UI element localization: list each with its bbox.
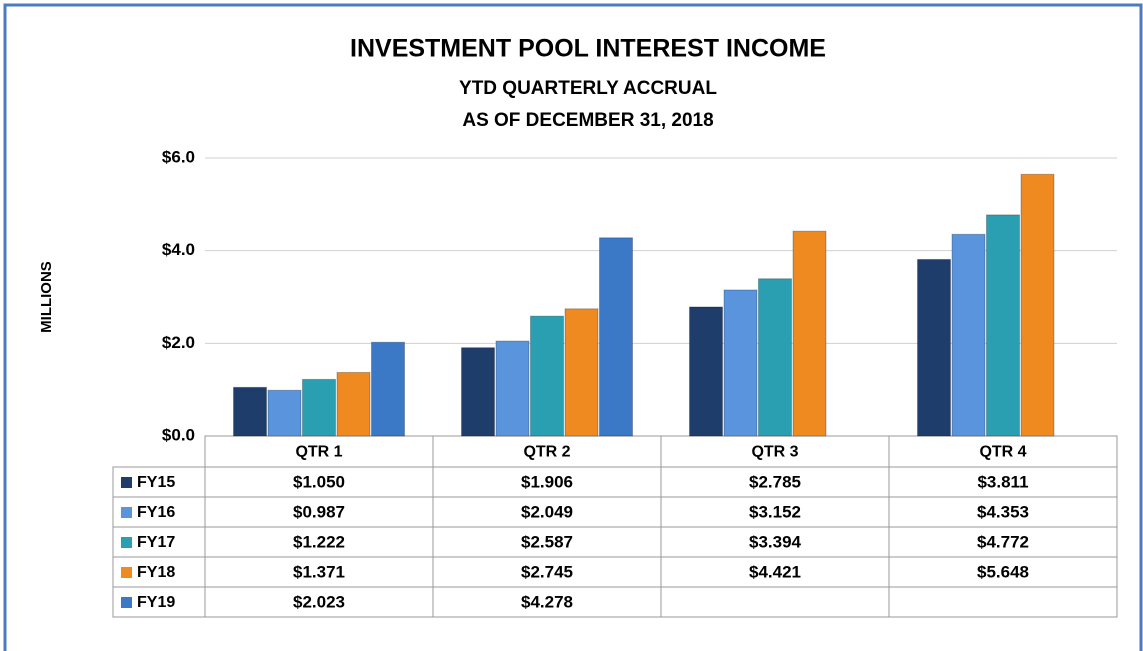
y-axis-label: MILLIONS (38, 261, 55, 333)
bar (723, 289, 758, 437)
bar (951, 233, 986, 437)
table-value: $1.371 (293, 562, 345, 581)
bar (758, 278, 792, 437)
bar (530, 315, 564, 437)
x-tick-label: QTR 2 (523, 444, 570, 461)
legend-label: FY15 (137, 474, 175, 491)
table-value: $1.222 (293, 532, 345, 551)
table-value: $1.906 (521, 472, 573, 491)
legend-label: FY16 (137, 504, 175, 521)
bar (986, 214, 1020, 437)
y-tick-label: $6.0 (162, 147, 195, 166)
bar (1020, 173, 1055, 437)
bar (233, 386, 267, 437)
table-value: $3.152 (749, 502, 801, 521)
table-value: $3.811 (977, 472, 1028, 491)
table-value: $2.023 (293, 592, 345, 611)
bar (302, 378, 336, 437)
bar (371, 341, 405, 437)
x-tick-label: QTR 1 (295, 444, 342, 461)
legend-swatch (121, 597, 132, 608)
legend-swatch (121, 537, 132, 548)
table-value: $2.587 (521, 532, 573, 551)
bar (495, 340, 530, 437)
table-value: $4.421 (749, 562, 801, 581)
x-tick-label: QTR 4 (979, 444, 1026, 461)
legend-label: FY18 (137, 564, 175, 581)
bar (917, 258, 951, 437)
frame (3, 3, 1143, 651)
bar (689, 306, 723, 437)
chart-title: INVESTMENT POOL INTEREST INCOME (350, 35, 826, 63)
table-value: $2.745 (521, 562, 573, 581)
table-value: $4.353 (977, 502, 1029, 521)
bar (267, 389, 302, 437)
legend-label: FY19 (137, 594, 175, 611)
table-value: $4.278 (521, 592, 573, 611)
table-value: $3.394 (749, 532, 802, 551)
y-tick-label: $2.0 (162, 333, 195, 352)
table-value: $4.772 (977, 532, 1029, 551)
table-value: $2.785 (749, 472, 801, 491)
legend-swatch (121, 477, 132, 488)
legend-swatch (121, 507, 132, 518)
table-value: $1.050 (293, 472, 345, 491)
table-value: $5.648 (977, 562, 1029, 581)
bar (336, 371, 371, 437)
y-tick-label: $4.0 (162, 240, 195, 259)
x-tick-label: QTR 3 (751, 444, 798, 461)
bar (792, 230, 827, 437)
y-tick-label: $0.0 (162, 425, 195, 444)
bar (461, 347, 495, 437)
table-value: $0.987 (293, 502, 345, 521)
legend-swatch (121, 567, 132, 578)
bar (599, 237, 633, 437)
legend-label: FY17 (137, 534, 175, 551)
bar (564, 308, 599, 437)
chart-subtitle: AS OF DECEMBER 31, 2018 (462, 110, 713, 131)
chart-subtitle: YTD QUARTERLY ACCRUAL (459, 78, 717, 99)
table-value: $2.049 (521, 502, 573, 521)
